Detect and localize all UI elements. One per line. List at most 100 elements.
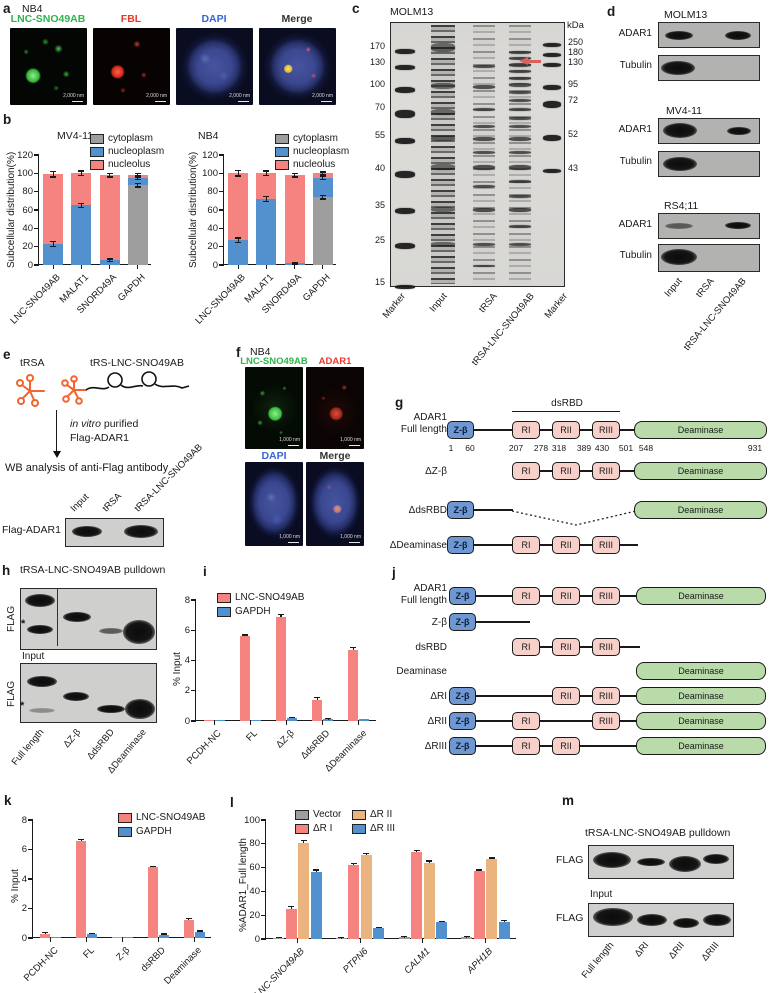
gel-band: [473, 108, 495, 111]
x-tick: [80, 265, 82, 269]
error-bar-cap: [263, 196, 270, 198]
bar: [298, 842, 310, 939]
stacked-bar-segment: [256, 173, 277, 199]
error-bar-cap: [319, 174, 326, 176]
y-tick-label: 20: [207, 241, 218, 253]
error-bar: [322, 195, 324, 199]
domain-connector-line: [620, 595, 636, 597]
error-bar-cap: [325, 717, 332, 720]
y-tick: [28, 819, 33, 821]
bar: [373, 928, 385, 939]
domain-connector-line: [620, 646, 640, 648]
gel-band: [395, 171, 415, 178]
bar: [461, 936, 473, 939]
domain-box-r1: RI: [512, 462, 540, 480]
y-tick-label: 4: [21, 873, 27, 885]
y-tick-label: 60: [249, 862, 260, 874]
error-bar-cap: [476, 869, 483, 871]
x-tick: [485, 939, 487, 943]
domain-box-deam: Deaminase: [636, 587, 766, 605]
panel-f-title-adar1: ADAR1: [318, 356, 352, 367]
blot-lane-label: Input: [662, 276, 685, 300]
protein-band: [669, 856, 701, 872]
domain-connector-line: [580, 745, 636, 747]
bar: [498, 921, 510, 939]
domain-box-r2: RII: [552, 587, 580, 605]
panel-j-row3-label: dsRBD: [415, 642, 447, 653]
domain-box-r3: RIII: [592, 712, 620, 730]
gel-marker-label-left: 25: [374, 235, 385, 245]
y-tick-label: 2: [184, 685, 190, 697]
panel-e-trsa-label: tRSA: [20, 357, 45, 369]
scale-bar: [321, 101, 332, 102]
error-bar-cap: [291, 261, 298, 263]
panel-label-c: c: [352, 1, 360, 16]
gel-band: [431, 242, 455, 246]
panel-j-row5-label: ΔRI: [430, 691, 447, 702]
gel-band: [509, 63, 531, 67]
domain-connector-line: [540, 720, 592, 722]
x-category-label: ΔdsRBD: [298, 728, 333, 762]
error-bar: [322, 171, 324, 175]
panel-j-row6-label: ΔRII: [427, 716, 447, 727]
y-tick: [219, 154, 224, 156]
blot-input-flag: [588, 903, 734, 937]
dsrbd-bracket-line: [512, 411, 620, 413]
y-tick-label: 20: [22, 241, 33, 253]
x-category-label: LNC-SNO49AB: [193, 272, 248, 327]
error-bar-cap: [263, 175, 270, 177]
blot-lane-label: ΔZ-β: [61, 727, 84, 750]
error-bar-cap: [106, 176, 113, 178]
x-tick: [294, 265, 296, 269]
x-tick: [137, 265, 139, 269]
x-tick: [265, 265, 267, 269]
panel-e-blot-label: Flag-ADAR1: [2, 524, 61, 536]
error-bar-cap: [50, 241, 57, 243]
x-category-label: FL: [80, 945, 97, 961]
blot-rs411-adar1: [658, 213, 760, 239]
panel-j-row4-label: Deaminase: [396, 666, 447, 677]
red-arrow-tail: [528, 60, 541, 63]
blot-lane-label: Full length: [9, 727, 47, 768]
chart-k-plot: 0 2 4 6 8 PCDH-NC FL Z-β dsRBD Deaminase: [22, 815, 211, 987]
gel-band: [431, 43, 455, 52]
panel-f-cell-line: NB4: [250, 346, 271, 358]
bar: [273, 937, 285, 939]
domain-connector-line: [620, 544, 638, 546]
domain-connector-line: [476, 720, 512, 722]
legend-label: LNC-SNO49AB: [235, 592, 305, 603]
legend-item-cytoplasm: cytoplasm: [90, 133, 153, 144]
gel-marker-label-left: 15: [374, 277, 385, 287]
scale-bar: [72, 101, 83, 102]
error-bar-cap: [319, 179, 326, 181]
error-bar-cap: [42, 932, 49, 934]
microscopy-image-merge: 1,000 nm: [306, 462, 364, 546]
stacked-bar-segment: [43, 243, 64, 265]
gel-band: [509, 51, 531, 54]
gel-band: [543, 169, 561, 173]
legend-item-dr2: ΔR II: [352, 809, 392, 820]
protein-band: [673, 918, 699, 928]
gel-band: [395, 138, 415, 144]
domain-connector-line: [580, 429, 592, 431]
stacked-bar-segment: [312, 197, 333, 265]
domain-box-deam: Deaminase: [634, 462, 767, 480]
y-tick-label: 100: [244, 814, 260, 826]
y-tick-label: 0: [184, 715, 190, 727]
domain-connector-line: [474, 429, 512, 431]
chart-b1-plot: 0 20 40 60 80 100 120 LNC-SNO49AB MALAT1 SNORD49A…: [8, 150, 151, 326]
error-bar-cap: [350, 647, 357, 649]
bar: [335, 938, 347, 939]
panel-d-tubulin-label: Tubulin: [619, 60, 652, 71]
blot-lane-label: ΔRI: [632, 940, 652, 960]
panel-m-flag-label-1: FLAG: [556, 854, 584, 866]
error-bar-cap: [235, 169, 242, 172]
domain-connector-line: [580, 646, 592, 648]
gel-band: [395, 285, 415, 289]
dsrbd-deleted-dotted-line: [512, 510, 636, 526]
domain-box-zb: Z-β: [447, 501, 474, 519]
error-bar: [478, 869, 480, 872]
gel-band: [395, 243, 415, 249]
dsrbd-bracket-label: dsRBD: [551, 398, 583, 409]
domain-box-deam: Deaminase: [634, 421, 767, 439]
